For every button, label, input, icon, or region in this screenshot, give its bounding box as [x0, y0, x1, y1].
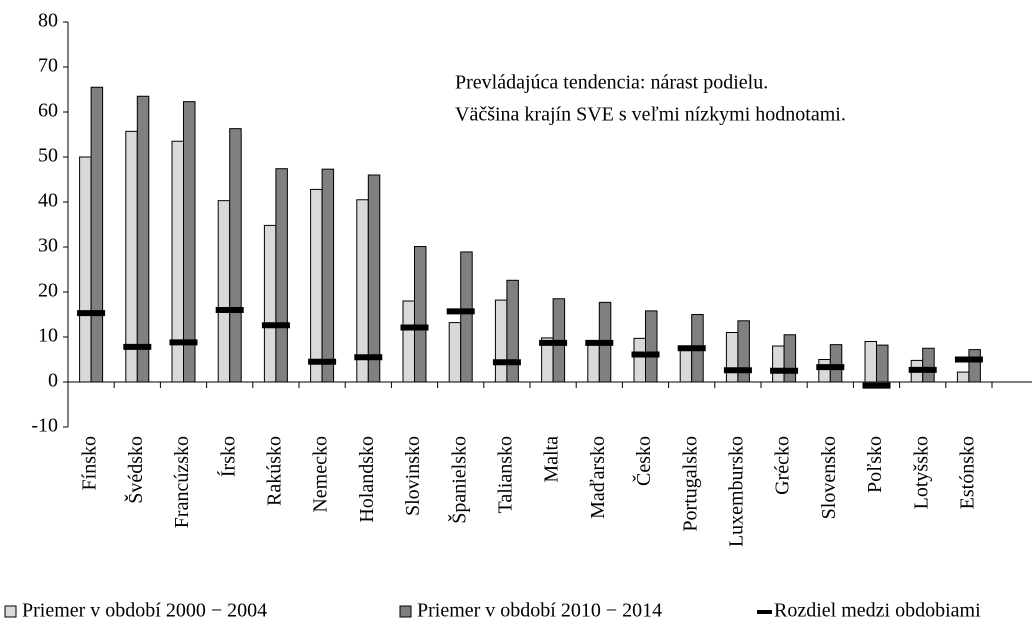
- x-tick-label: Fínsko: [79, 436, 101, 490]
- x-tick-label: Grécko: [772, 436, 794, 495]
- bar: [79, 156, 92, 383]
- legend-swatch: [4, 605, 17, 618]
- x-tick-label: Malta: [541, 436, 563, 483]
- y-tick-label: 20: [38, 280, 58, 302]
- x-tick-label: Rakúsko: [263, 436, 285, 506]
- bar: [922, 347, 935, 383]
- bar: [229, 128, 242, 383]
- x-tick-label: Poľsko: [864, 436, 886, 493]
- bar: [818, 359, 831, 383]
- bar: [968, 349, 981, 383]
- bar: [460, 251, 473, 383]
- x-tick-label: Holandsko: [356, 436, 378, 523]
- bar: [263, 224, 277, 383]
- x-tick-label: Estónsko: [956, 436, 978, 509]
- x-tick-label: Francúzsko: [171, 436, 193, 528]
- annotation: Väčšina krajín SVE s veľmi nízkymi hodno…: [455, 104, 846, 126]
- x-tick-label: Portugalsko: [679, 436, 701, 532]
- bar: [506, 279, 519, 383]
- legend-label: Priemer v období 2000 − 2004: [22, 600, 267, 622]
- y-tick-label: 50: [38, 145, 58, 167]
- x-tick-label: Španielsko: [446, 436, 470, 524]
- x-tick-label: Švédsko: [123, 436, 147, 504]
- y-tick-label: 30: [38, 235, 58, 257]
- bar: [737, 320, 750, 383]
- bar: [183, 101, 196, 383]
- y-tick-label: -10: [31, 415, 58, 437]
- bar: [367, 174, 381, 383]
- x-tick-label: Luxembursko: [725, 436, 747, 547]
- bar: [645, 310, 658, 383]
- bar: [414, 246, 427, 383]
- bar: [679, 347, 693, 383]
- bar: [402, 300, 415, 383]
- y-tick-label: 60: [38, 100, 58, 122]
- bar: [587, 341, 600, 383]
- bar: [275, 168, 288, 383]
- x-tick-label: Slovinsko: [402, 436, 424, 516]
- x-tick-label: Írsko: [216, 436, 239, 477]
- bar: [876, 344, 889, 383]
- y-tick-label: 0: [48, 370, 58, 392]
- legend-label: Priemer v období 2010 − 2014: [417, 600, 662, 622]
- bar: [956, 371, 970, 383]
- legend-label: Rozdiel medzi obdobiami: [774, 600, 981, 622]
- bar: [725, 332, 739, 383]
- x-tick-label: Slovensko: [818, 436, 840, 519]
- y-tick-label: 10: [38, 325, 58, 347]
- x-tick-label: Maďarsko: [587, 436, 609, 519]
- bar: [321, 168, 335, 383]
- x-tick-label: Taliansko: [494, 436, 516, 513]
- x-tick-label: Lotyšsko: [910, 436, 932, 509]
- y-tick-label: 80: [38, 10, 58, 32]
- bar: [494, 299, 508, 383]
- bar: [829, 344, 843, 383]
- legend-swatch: [399, 605, 412, 618]
- bar: [310, 188, 323, 383]
- x-tick-label: Nemecko: [310, 436, 332, 513]
- y-tick-label: 40: [38, 190, 58, 212]
- bar: [171, 140, 184, 383]
- bar: [783, 334, 797, 383]
- bar: [217, 200, 231, 383]
- bar: [90, 86, 104, 383]
- bar: [772, 345, 785, 383]
- x-tick-label: Česko: [631, 436, 655, 486]
- bar: [633, 337, 646, 383]
- y-tick-label: 70: [38, 55, 58, 77]
- bar: [136, 95, 150, 383]
- annotation: Prevládajúca tendencia: nárast podielu.: [455, 72, 768, 94]
- bar: [448, 322, 462, 383]
- bar: [864, 341, 877, 383]
